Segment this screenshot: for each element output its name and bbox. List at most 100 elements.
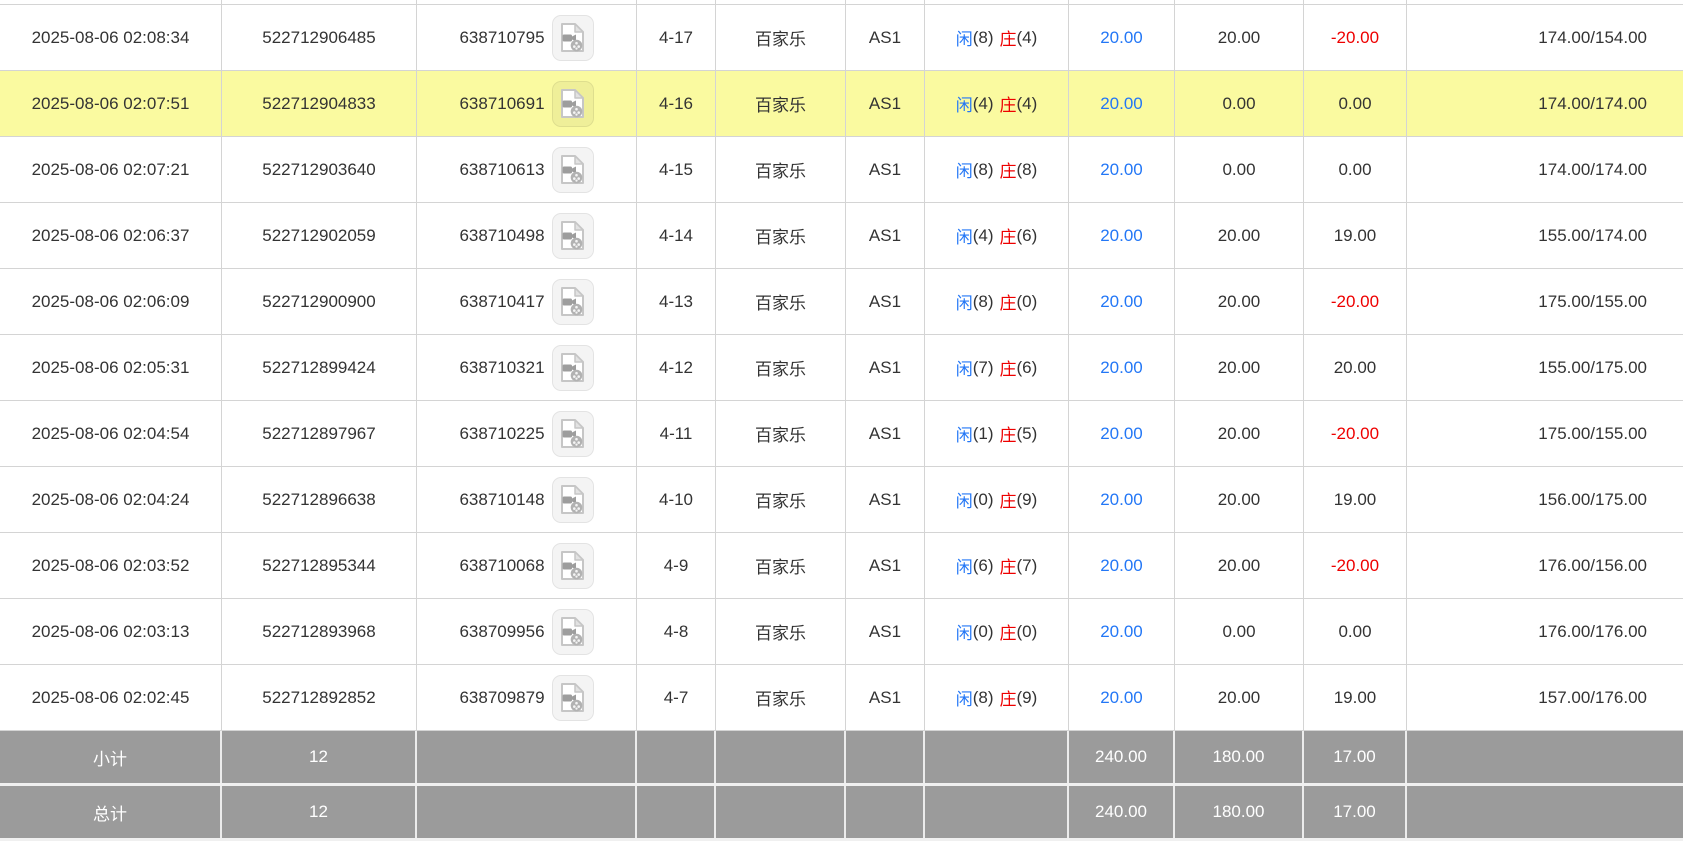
table-row[interactable]: 2025-08-06 02:07:21 522712903640 6387106…: [0, 137, 1683, 203]
banker-points: (4): [1016, 93, 1038, 113]
round-number: 4-9: [637, 533, 716, 598]
table-row[interactable]: 2025-08-06 02:05:31 522712899424 6387103…: [0, 335, 1683, 401]
player-points: (8): [972, 687, 994, 707]
banker-points: (8): [1016, 159, 1038, 179]
table-code: AS1: [846, 401, 925, 466]
banker-points: (0): [1016, 621, 1038, 641]
banker-points: (5): [1016, 423, 1038, 443]
video-replay-button[interactable]: [551, 146, 594, 193]
table-code: AS1: [846, 269, 925, 334]
game-number-cell: 638710417: [417, 269, 637, 334]
game-type: 百家乐: [716, 401, 846, 466]
game-number: 638710613: [459, 159, 545, 179]
win-loss-amount: 0.00: [1304, 137, 1407, 202]
game-number-cell: 638710795: [417, 5, 637, 70]
table-row[interactable]: 2025-08-06 02:02:45 522712892852 6387098…: [0, 665, 1683, 731]
video-replay-button[interactable]: [551, 14, 594, 61]
valid-amount: 20.00: [1175, 269, 1304, 334]
balance: 174.00/174.00: [1538, 159, 1647, 179]
summary-valid-total: 180.00: [1175, 731, 1304, 783]
video-replay-button[interactable]: [551, 410, 594, 457]
balance: 176.00/156.00: [1538, 555, 1647, 575]
win-loss-amount: 0.00: [1304, 599, 1407, 664]
player-points: (7): [972, 357, 994, 377]
summary-valid-total: 180.00: [1175, 786, 1304, 838]
game-number-cell: 638710613: [417, 137, 637, 202]
banker-label: 庄: [999, 228, 1017, 247]
table-code: AS1: [846, 203, 925, 268]
summary-count: 12: [222, 731, 417, 783]
game-type: 百家乐: [716, 269, 846, 334]
banker-points: (9): [1016, 687, 1038, 707]
summary-empty-cell: [637, 786, 716, 838]
round-number: 4-16: [637, 71, 716, 136]
summary-empty-cell: [846, 731, 925, 783]
game-number: 638710691: [459, 93, 545, 113]
video-replay-button[interactable]: [551, 476, 594, 523]
banker-label: 庄: [999, 360, 1017, 379]
game-number-cell: 638710498: [417, 203, 637, 268]
balance: 176.00/176.00: [1538, 621, 1647, 641]
player-label: 闲: [955, 228, 973, 247]
table-row[interactable]: 2025-08-06 02:08:34 522712906485 6387107…: [0, 5, 1683, 71]
bet-time: 2025-08-06 02:05:31: [0, 335, 222, 400]
player-points: (4): [972, 93, 994, 113]
game-result: 闲 (7) 庄 (6): [925, 335, 1069, 400]
table-code: AS1: [846, 665, 925, 730]
win-loss-amount: 19.00: [1304, 467, 1407, 532]
summary-bet-total: 240.00: [1069, 786, 1175, 838]
video-replay-button[interactable]: [551, 542, 594, 589]
video-file-icon: [561, 617, 585, 646]
order-id: 522712896638: [222, 467, 417, 532]
table-row[interactable]: 2025-08-06 02:07:51 522712904833 6387106…: [0, 71, 1683, 137]
win-loss-amount: 0.00: [1304, 71, 1407, 136]
video-replay-button[interactable]: [551, 674, 594, 721]
player-label: 闲: [955, 426, 973, 445]
round-number: 4-14: [637, 203, 716, 268]
summary-winloss-total: 17.00: [1304, 786, 1407, 838]
balance: 174.00/174.00: [1538, 93, 1647, 113]
summary-empty-cell: [925, 786, 1069, 838]
table-row[interactable]: 2025-08-06 02:06:37 522712902059 6387104…: [0, 203, 1683, 269]
table-row[interactable]: 2025-08-06 02:03:13 522712893968 6387099…: [0, 599, 1683, 665]
bet-amount: 20.00: [1069, 203, 1175, 268]
summary-empty-cell: [716, 731, 846, 783]
banker-label: 庄: [999, 690, 1017, 709]
banker-label: 庄: [999, 96, 1017, 115]
video-replay-button[interactable]: [551, 344, 594, 391]
video-replay-button[interactable]: [551, 80, 594, 127]
bet-time: 2025-08-06 02:06:09: [0, 269, 222, 334]
order-id: 522712906485: [222, 5, 417, 70]
table-row[interactable]: 2025-08-06 02:04:54 522712897967 6387102…: [0, 401, 1683, 467]
game-result: 闲 (0) 庄 (9): [925, 467, 1069, 532]
bet-time: 2025-08-06 02:07:51: [0, 71, 222, 136]
bet-amount: 20.00: [1069, 71, 1175, 136]
player-points: (8): [972, 159, 994, 179]
game-number-cell: 638710691: [417, 71, 637, 136]
banker-points: (0): [1016, 291, 1038, 311]
summary-label: 小计: [0, 731, 222, 783]
table-row[interactable]: 2025-08-06 02:04:24 522712896638 6387101…: [0, 467, 1683, 533]
summary-empty-cell: [417, 731, 637, 783]
bet-amount: 20.00: [1069, 467, 1175, 532]
summary-empty-cell: [716, 786, 846, 838]
game-result: 闲 (1) 庄 (5): [925, 401, 1069, 466]
video-replay-button[interactable]: [551, 278, 594, 325]
table-row[interactable]: 2025-08-06 02:03:52 522712895344 6387100…: [0, 533, 1683, 599]
summary-empty-cell: [846, 786, 925, 838]
video-replay-button[interactable]: [551, 212, 594, 259]
round-number: 4-17: [637, 5, 716, 70]
round-number: 4-11: [637, 401, 716, 466]
game-type: 百家乐: [716, 467, 846, 532]
order-id: 522712900900: [222, 269, 417, 334]
valid-amount: 20.00: [1175, 335, 1304, 400]
game-result: 闲 (8) 庄 (0): [925, 269, 1069, 334]
bet-time: 2025-08-06 02:08:34: [0, 5, 222, 70]
order-id: 522712897967: [222, 401, 417, 466]
table-row[interactable]: 2025-08-06 02:06:09 522712900900 6387104…: [0, 269, 1683, 335]
game-type: 百家乐: [716, 335, 846, 400]
video-replay-button[interactable]: [551, 608, 594, 655]
video-file-icon: [561, 287, 585, 316]
video-file-icon: [561, 23, 585, 52]
bet-time: 2025-08-06 02:03:13: [0, 599, 222, 664]
